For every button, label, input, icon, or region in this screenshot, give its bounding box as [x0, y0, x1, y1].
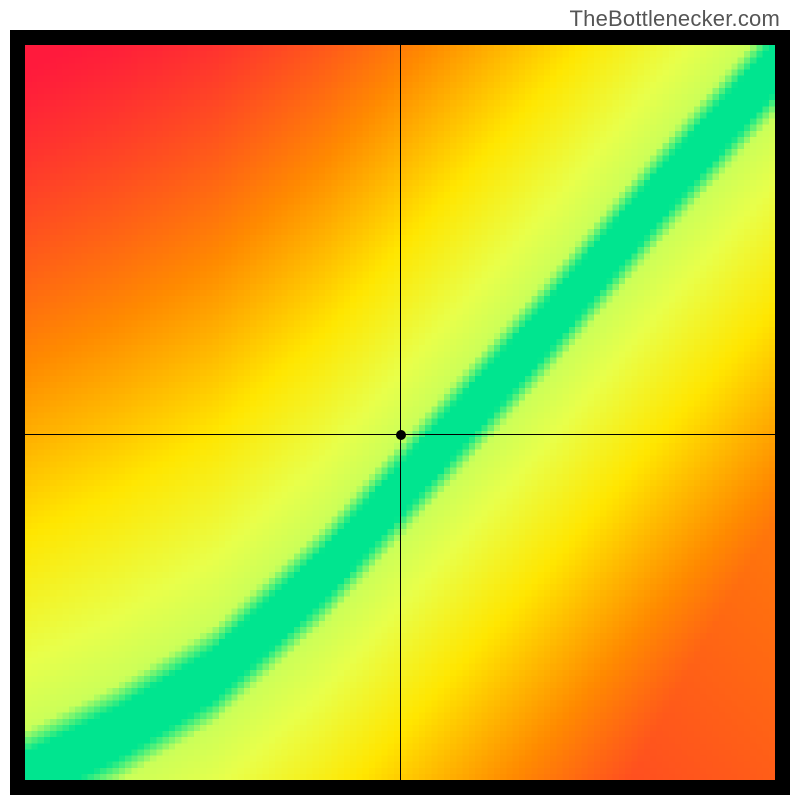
- watermark-text: TheBottlenecker.com: [570, 6, 780, 32]
- crosshair-vertical: [400, 45, 401, 780]
- selection-marker[interactable]: [396, 430, 406, 440]
